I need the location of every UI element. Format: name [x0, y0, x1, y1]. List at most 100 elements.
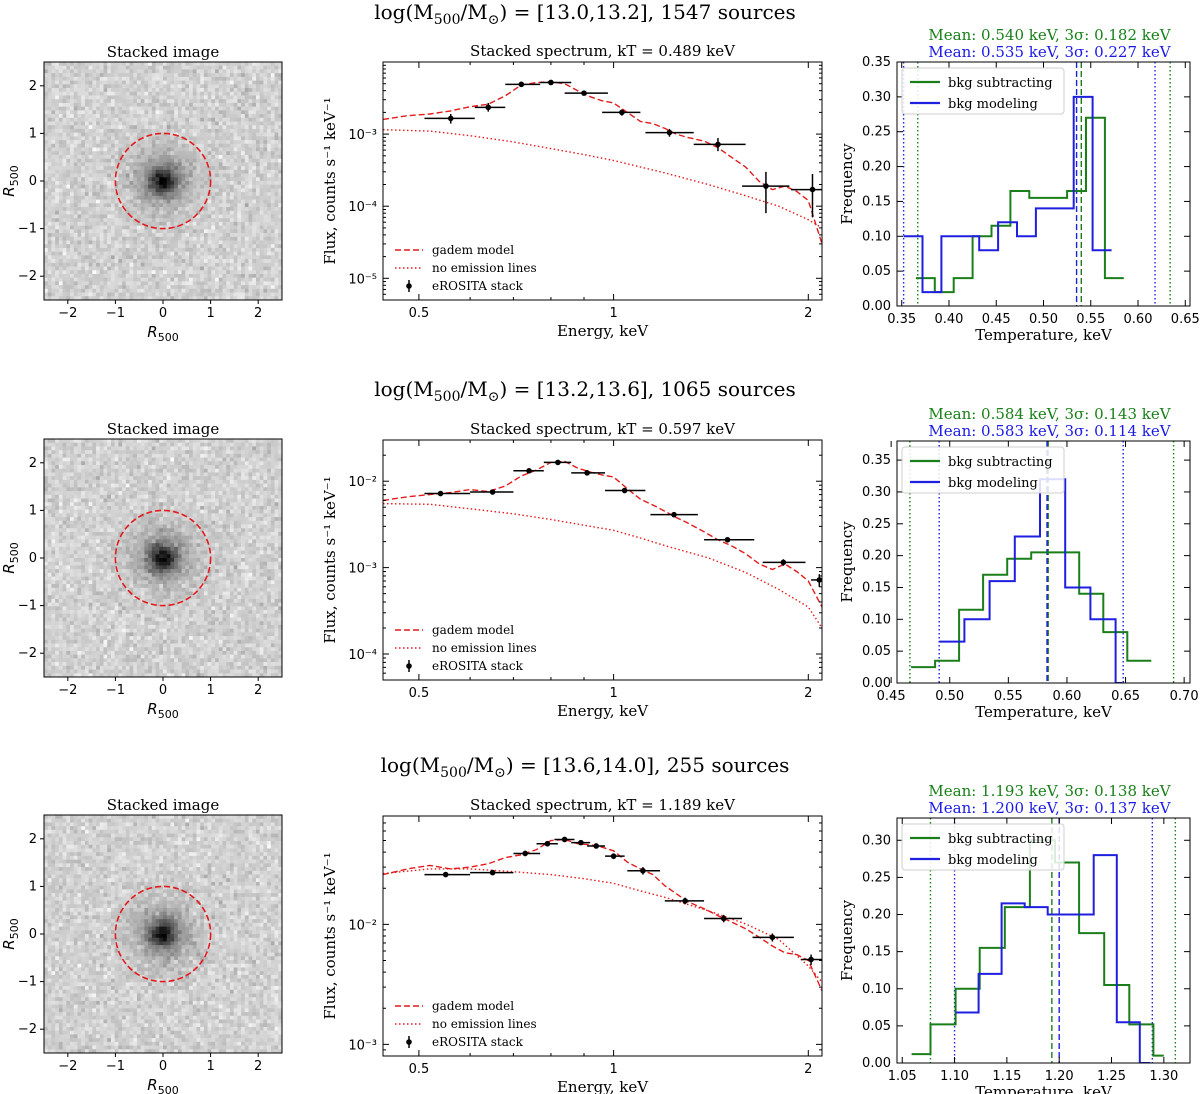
image-pixel — [185, 136, 190, 141]
image-pixel — [155, 240, 160, 245]
image-pixel — [252, 140, 257, 145]
image-pixel — [66, 169, 71, 174]
image-pixel — [62, 509, 67, 514]
image-pixel — [70, 554, 75, 559]
image-pixel — [114, 132, 119, 137]
image-pixel — [267, 244, 272, 249]
image-pixel — [84, 147, 89, 152]
image-pixel — [99, 292, 104, 297]
image-pixel — [163, 125, 168, 130]
image-pixel — [263, 210, 268, 215]
image-pixel — [166, 62, 171, 67]
image-pixel — [77, 210, 82, 215]
image-pixel — [107, 262, 112, 267]
image-pixel — [118, 244, 123, 249]
image-pixel — [110, 270, 115, 275]
image-pixel — [58, 162, 63, 167]
image-pixel — [88, 154, 93, 159]
image-pixel — [248, 262, 253, 267]
image-pixel — [92, 262, 97, 267]
image-pixel — [66, 273, 71, 278]
image-pixel — [222, 218, 227, 223]
image-pixel — [92, 110, 97, 115]
image-pixel — [218, 207, 223, 212]
image-pixel — [252, 166, 257, 171]
image-pixel — [88, 173, 93, 178]
image-pixel — [237, 62, 242, 67]
image-pixel — [88, 143, 93, 148]
image-pixel — [51, 654, 56, 659]
image-pixel — [125, 91, 130, 96]
image-pixel — [252, 99, 257, 104]
image-pixel — [177, 292, 182, 297]
image-pixel — [55, 65, 60, 70]
image-pixel — [263, 121, 268, 126]
image-pixel — [73, 281, 78, 286]
image-pixel — [144, 125, 149, 130]
image-pixel — [148, 99, 153, 104]
image-pixel — [66, 225, 71, 230]
image-pixel — [159, 281, 164, 286]
image-pixel — [200, 229, 205, 234]
image-pixel — [159, 65, 164, 70]
image-pixel — [73, 102, 78, 107]
image-pixel — [125, 233, 130, 238]
image-pixel — [118, 169, 123, 174]
image-pixel — [96, 117, 101, 122]
image-pixel — [207, 240, 212, 245]
image-pixel — [181, 91, 186, 96]
image-pixel — [70, 255, 75, 260]
image-pixel — [103, 229, 108, 234]
image-pixel — [278, 76, 283, 81]
image-pixel — [55, 154, 60, 159]
image-pixel — [77, 446, 82, 451]
image-pixel — [274, 140, 279, 145]
image-pixel — [174, 143, 179, 148]
image-pixel — [47, 550, 52, 555]
image-pixel — [73, 584, 78, 589]
image-pixel — [263, 184, 268, 189]
image-pixel — [107, 210, 112, 215]
image-pixel — [66, 565, 71, 570]
image-pixel — [211, 73, 216, 78]
image-pixel — [99, 273, 104, 278]
image-pixel — [203, 114, 208, 119]
image-pixel — [51, 247, 56, 252]
image-pixel — [159, 195, 164, 200]
image-pixel — [151, 199, 156, 204]
image-pixel — [58, 262, 63, 267]
image-pixel — [47, 181, 52, 186]
image-pixel — [259, 166, 264, 171]
image-pixel — [133, 214, 138, 219]
image-pixel — [44, 561, 49, 566]
image-pixel — [192, 288, 197, 293]
image-pixel — [122, 147, 127, 152]
image-pixel — [233, 273, 238, 278]
image-pixel — [237, 292, 242, 297]
image-pixel — [81, 91, 86, 96]
image-pixel — [140, 102, 145, 107]
image-pixel — [189, 199, 194, 204]
image-pixel — [77, 639, 82, 644]
image-pixel — [189, 221, 194, 226]
image-pixel — [84, 65, 89, 70]
image-pixel — [118, 84, 123, 89]
image-pixel — [122, 114, 127, 119]
image-pixel — [140, 195, 145, 200]
image-pixel — [62, 636, 67, 641]
image-pixel — [166, 296, 171, 301]
image-pixel — [196, 110, 201, 115]
image-pixel — [47, 121, 52, 126]
image-pixel — [263, 247, 268, 252]
image-pixel — [110, 169, 115, 174]
image-pixel — [163, 247, 168, 252]
image-pixel — [237, 143, 242, 148]
image-pixel — [114, 233, 119, 238]
image-pixel — [55, 117, 60, 122]
image-pixel — [278, 195, 283, 200]
legend-label: gadem model — [432, 243, 514, 257]
image-pixel — [144, 106, 149, 111]
image-pixel — [259, 281, 264, 286]
image-pixel — [226, 273, 231, 278]
image-pixel — [92, 80, 97, 85]
